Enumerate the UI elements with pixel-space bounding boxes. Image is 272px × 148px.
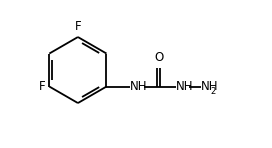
- Text: O: O: [154, 51, 163, 64]
- Text: NH: NH: [201, 80, 219, 93]
- Text: NH: NH: [130, 80, 148, 93]
- Text: 2: 2: [211, 87, 216, 95]
- Text: F: F: [39, 80, 46, 93]
- Text: NH: NH: [176, 80, 193, 93]
- Text: F: F: [75, 20, 81, 33]
